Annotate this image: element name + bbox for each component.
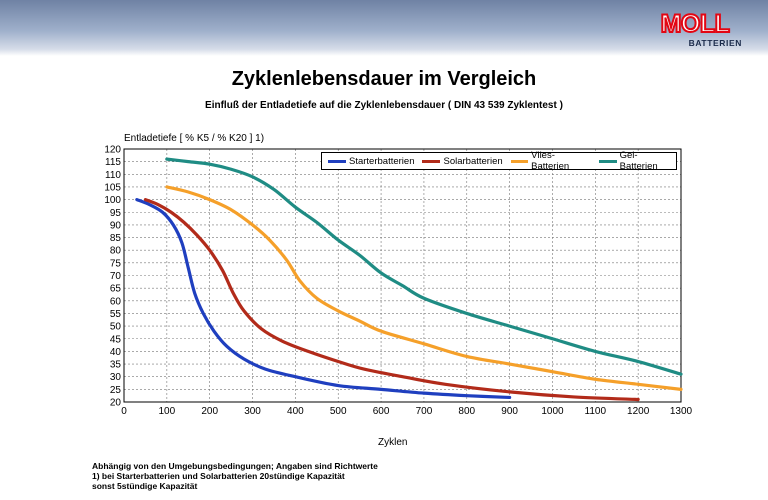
y-tick-label: 85	[110, 233, 122, 244]
logo-subtext: BATTERIEN	[688, 38, 742, 48]
legend-swatch	[599, 159, 617, 163]
y-tick-label: 115	[105, 157, 121, 168]
x-tick-label: 100	[159, 406, 176, 417]
y-tick-label: 90	[110, 220, 122, 231]
y-tick-label: 30	[110, 372, 122, 383]
legend-item-starterbatterien: Starterbatterien	[328, 156, 414, 167]
legend-label: Starterbatterien	[349, 155, 415, 167]
x-tick-label: 600	[373, 406, 390, 417]
x-tick-label: 1300	[670, 406, 693, 417]
logo-word: MOLL	[660, 10, 731, 38]
y-tick-label: 75	[110, 258, 122, 269]
header-band	[0, 0, 768, 56]
moll-logo: MOLL BATTERIEN	[648, 10, 742, 49]
x-tick-label: 500	[330, 406, 347, 417]
y-tick-label: 60	[110, 296, 122, 307]
legend-swatch	[328, 159, 346, 163]
x-tick-label: 1200	[627, 406, 650, 417]
x-tick-label: 1100	[585, 406, 607, 417]
footnote-capacity-5h: sonst 5stündige Kapazität	[92, 481, 198, 491]
legend-item-gel-batterien: Gel-Batterien	[599, 150, 674, 172]
x-axis-label: Zyklen	[378, 437, 408, 448]
x-tick-label: 900	[501, 406, 518, 417]
x-tick-label: 0	[121, 406, 127, 417]
legend-item-vlies-batterien: Vlies-Batterien	[510, 150, 592, 172]
chart-title: Zyklenlebensdauer im Vergleich	[231, 68, 537, 90]
y-tick-label: 110	[105, 170, 121, 181]
y-tick-label: 80	[110, 246, 122, 257]
series-line-starterbatterien	[135, 198, 512, 400]
legend-swatch	[422, 159, 441, 163]
y-tick-label: 65	[110, 284, 122, 295]
x-tick-label: 700	[416, 406, 433, 417]
footnote-capacity-20h: 1) bei Starterbatterien und Solarbatteri…	[92, 471, 345, 481]
y-tick-label: 40	[110, 347, 122, 358]
legend-item-solarbatterien: Solarbatterien	[422, 155, 503, 167]
series-line-solarbatterien	[143, 198, 640, 402]
y-tick-label: 55	[110, 309, 122, 320]
legend-label: Solarbatterien	[443, 155, 503, 167]
y-tick-label: 70	[110, 271, 122, 282]
legend-label: Gel-Batterien	[619, 150, 658, 172]
x-tick-label: 200	[201, 406, 218, 417]
y-tick-label: 100	[104, 195, 121, 206]
x-tick-label: 1000	[541, 406, 564, 417]
x-tick-label: 300	[244, 406, 261, 417]
y-tick-label: 50	[110, 322, 122, 333]
series-line-gel-batterien	[165, 157, 683, 376]
y-tick-label: 25	[110, 385, 122, 396]
legend-swatch	[510, 159, 529, 163]
y-tick-label: 20	[110, 398, 122, 409]
x-tick-label: 800	[458, 406, 475, 417]
plot-frame	[123, 148, 682, 403]
y-tick-label: 95	[110, 208, 122, 219]
chart-legend: Starterbatterien Solarbatterien Vlies-Batt…	[321, 150, 677, 172]
y-axis-label: Entladetiefe [ % K5 / % K20 ] 1)	[124, 133, 265, 144]
series-line-vlies-batterien	[165, 185, 683, 391]
chart-subtitle: Einfluß der Entladetiefe auf die Zyklenl…	[205, 100, 563, 111]
y-tick-label: 35	[110, 360, 122, 371]
x-tick-label: 400	[287, 406, 304, 417]
y-tick-label: 120	[104, 145, 121, 156]
footnote-conditions: Abhängig von den Umgebungsbedingungen; A…	[92, 461, 378, 471]
y-tick-label: 45	[110, 334, 122, 345]
y-tick-label: 105	[104, 182, 121, 193]
legend-label: Vlies-Batterien	[531, 150, 570, 172]
